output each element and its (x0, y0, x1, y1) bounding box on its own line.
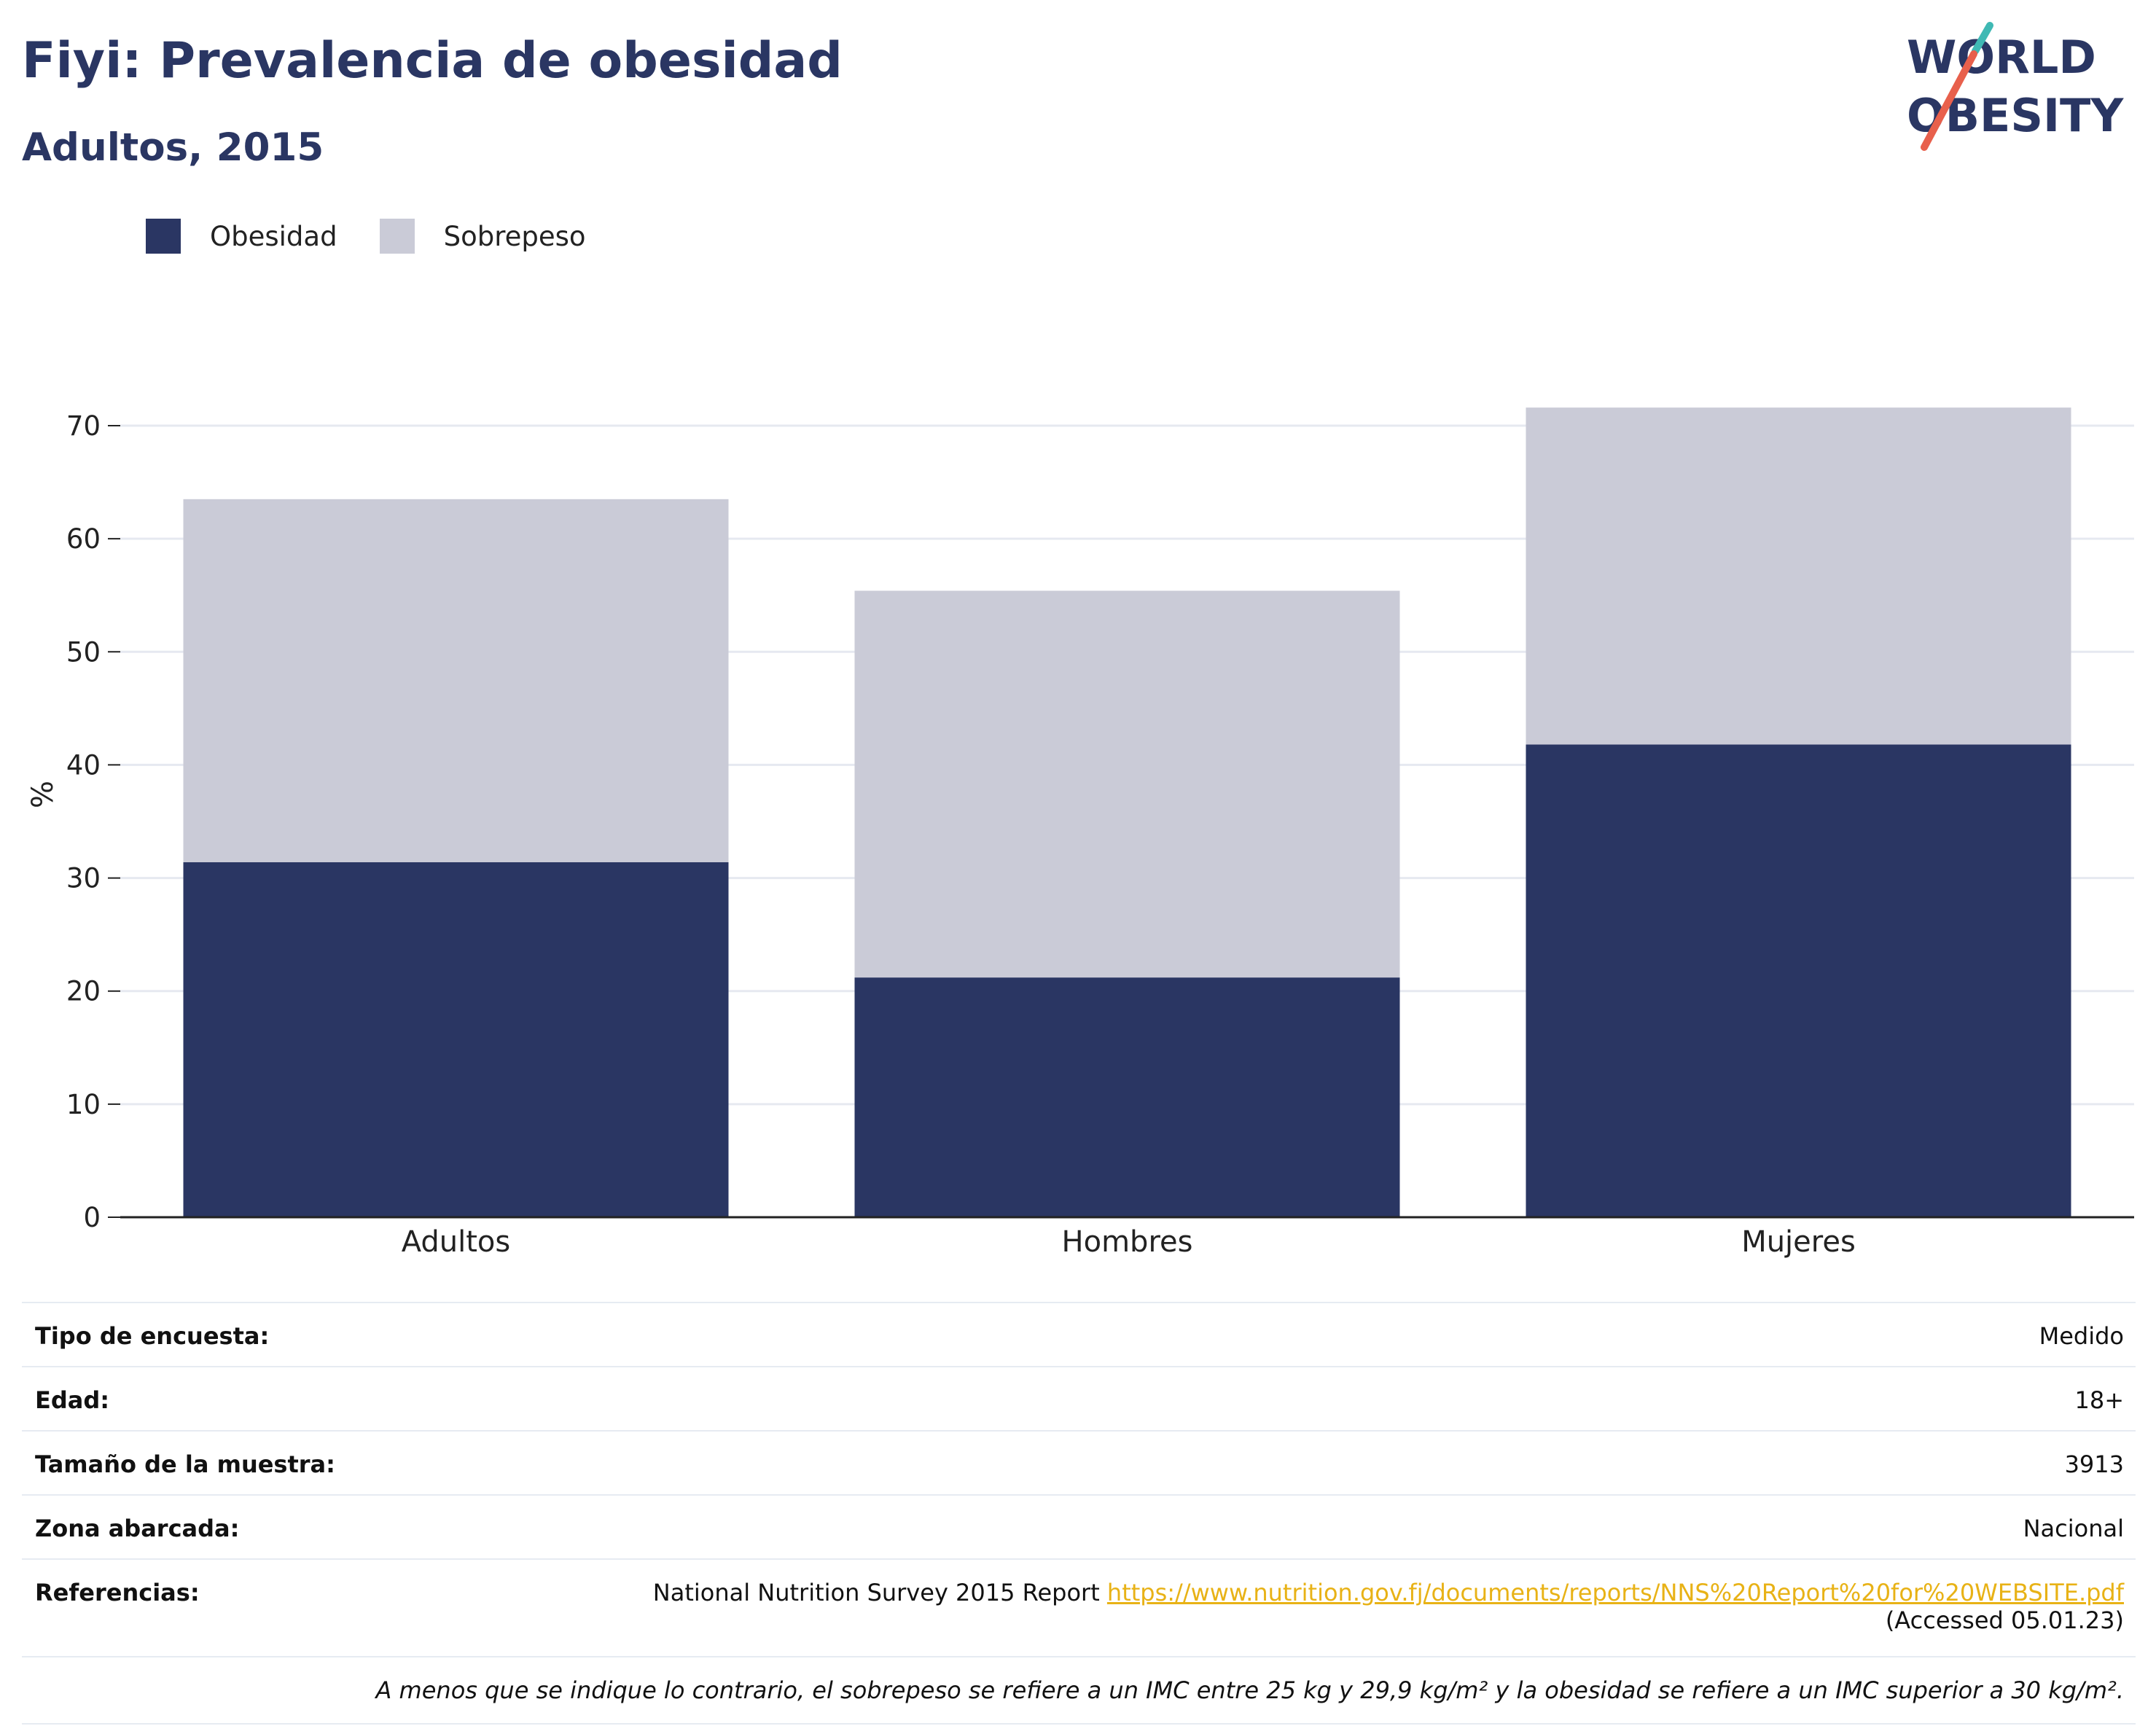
info-row-footnote: A menos que se indique lo contrario, el … (22, 1656, 2136, 1725)
stacked-bar-chart: 0 10 20 30 40 50 60 70% Adultos Hombres Mujeres (26, 407, 2134, 1259)
bar-obesidad-hombres (854, 977, 1400, 1217)
bar-sobrepeso-adultos (183, 499, 729, 862)
bar-sobrepeso-mujeres (1526, 407, 2071, 745)
bar-obesidad-adultos (183, 862, 729, 1217)
y-tick-label: 20 (66, 976, 101, 1007)
info-value: Nacional (2023, 1515, 2124, 1542)
bar-sobrepeso-hombres (854, 590, 1400, 978)
info-label: Tipo de encuesta: (35, 1322, 270, 1350)
info-value: 3913 (2064, 1450, 2124, 1478)
legend-item-sobrepeso: Sobrepeso (379, 219, 586, 254)
world-obesity-logo: WORLD OBESITY (1907, 22, 2124, 151)
x-tick-label: Adultos (402, 1225, 511, 1259)
reference-link[interactable]: https://www.nutrition.gov.fj/documents/r… (1106, 1579, 2124, 1606)
x-tick-label: Mujeres (1741, 1225, 1856, 1259)
survey-info-table: Tipo de encuesta: Medido Edad: 18+ Tamañ… (22, 1302, 2136, 1725)
y-tick-label: 30 (66, 863, 101, 894)
y-axis-title: % (26, 781, 60, 808)
info-row-references: Referencias: National Nutrition Survey 2… (22, 1558, 2136, 1656)
y-tick-label: 10 (66, 1089, 101, 1120)
info-row-sample-size: Tamaño de la muestra: 3913 (22, 1430, 2136, 1494)
info-label: Tamaño de la muestra: (35, 1450, 335, 1478)
y-tick-label: 0 (83, 1202, 101, 1233)
y-tick-label: 60 (66, 523, 101, 555)
y-tick-label: 40 (66, 749, 101, 781)
logo-teal-slash (1972, 22, 1993, 55)
bar-obesidad-mujeres (1526, 744, 2071, 1217)
chart-legend: Obesidad Sobrepeso (146, 217, 628, 255)
references-value: National Nutrition Survey 2015 Report ht… (653, 1579, 2124, 1634)
legend-swatch-obesidad (146, 219, 181, 254)
info-label: Edad: (35, 1386, 110, 1414)
info-value: 18+ (2074, 1386, 2124, 1414)
info-value: Medido (2039, 1322, 2124, 1350)
reference-text: National Nutrition Survey 2015 Report (652, 1579, 1107, 1606)
legend-swatch-sobrepeso (379, 219, 415, 254)
x-tick-label: Hombres (1062, 1225, 1193, 1259)
info-row-age: Edad: 18+ (22, 1366, 2136, 1430)
info-label: Referencias: (35, 1579, 200, 1606)
page-title: Fiyi: Prevalencia de obesidad (22, 32, 843, 90)
y-tick-label: 50 (66, 636, 101, 668)
legend-label-sobrepeso: Sobrepeso (443, 220, 586, 252)
footnote-text: A menos que se indique lo contrario, el … (375, 1676, 2124, 1704)
legend-label-obesidad: Obesidad (210, 220, 337, 252)
logo-line-1: WORLD (1907, 31, 2096, 84)
info-row-area: Zona abarcada: Nacional (22, 1494, 2136, 1558)
reference-accessed: (Accessed 05.01.23) (1885, 1606, 2124, 1634)
info-label: Zona abarcada: (35, 1515, 240, 1542)
info-row-survey-type: Tipo de encuesta: Medido (22, 1302, 2136, 1366)
page-subtitle: Adultos, 2015 (22, 125, 324, 170)
y-tick-label: 70 (66, 410, 101, 442)
logo-red-slash (1921, 50, 1977, 151)
legend-item-obesidad: Obesidad (146, 219, 337, 254)
